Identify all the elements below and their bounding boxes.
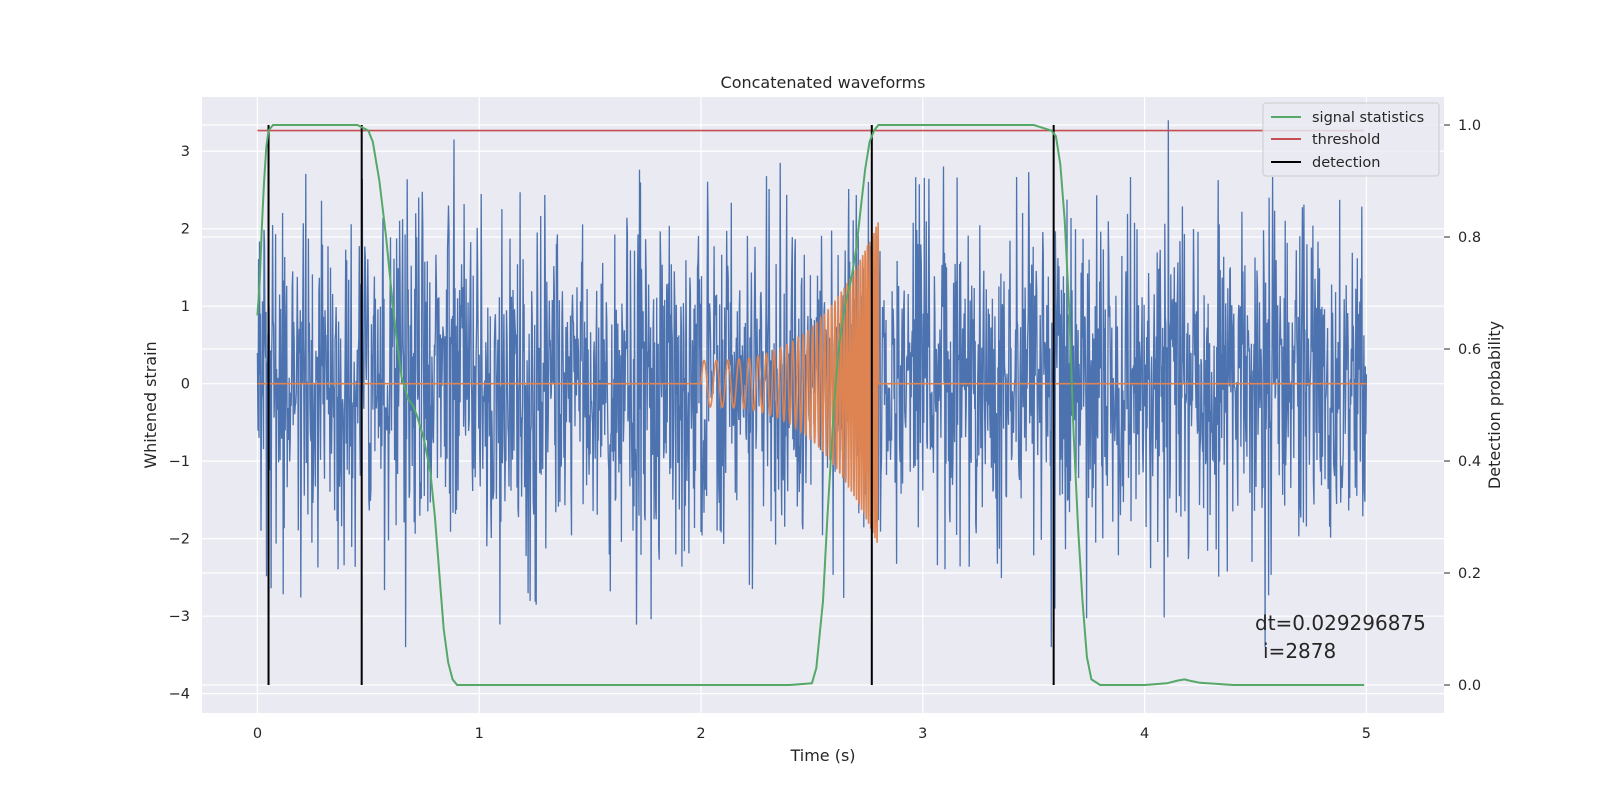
y2-axis-label: Detection probability [1485,321,1504,489]
legend-box [1262,102,1440,177]
chart-title: Concatenated waveforms [721,73,926,92]
signal-statistics-line [256,124,1365,686]
legend-label-threshold: threshold [1312,132,1380,148]
x-tick-label: 5 [1362,726,1371,742]
y-tick-label: 0 [181,377,190,393]
y-tick-label: 1 [181,299,190,315]
x-axis-label: Time (s) [789,746,855,765]
legend-label-signal-statistics: signal statistics [1312,110,1424,126]
y-tick-label: 2 [181,222,190,238]
legend: signal statistics threshold detection [1262,102,1440,177]
annotation-dt: dt=0.029296875 [1255,611,1426,635]
y-tick-label: −1 [169,454,190,470]
y-tick-label: −2 [169,532,190,548]
y-tick-label: 3 [181,144,190,160]
y2-tick-label: 0.0 [1458,678,1481,694]
y2-tick-label: 0.2 [1458,566,1481,582]
data-layer [256,120,1368,686]
y2-tick-label: 1.0 [1458,118,1481,134]
x-tick-label: 2 [696,726,705,742]
x-tick-label: 0 [253,726,262,742]
y2-tick-label: 0.4 [1458,454,1481,470]
y2-tick-label: 0.8 [1458,230,1481,246]
y-axis-label: Whitened strain [141,341,160,468]
legend-label-detection: detection [1312,155,1380,171]
chirp-line [257,222,1367,543]
tick-layer: 0 1 2 3 4 5 3 2 1 0 −1 −2 −3 −4 0.0 0.2 0.4 0.6 0.8 1.0 [169,118,1481,742]
x-tick-label: 1 [475,726,484,742]
x-tick-label: 3 [918,726,927,742]
x-tick-label: 4 [1140,726,1149,742]
annotation-i: i=2878 [1263,639,1336,663]
y-tick-label: −3 [169,609,190,625]
y2-tick-label: 0.6 [1458,342,1481,358]
y-tick-label: −4 [169,687,190,703]
